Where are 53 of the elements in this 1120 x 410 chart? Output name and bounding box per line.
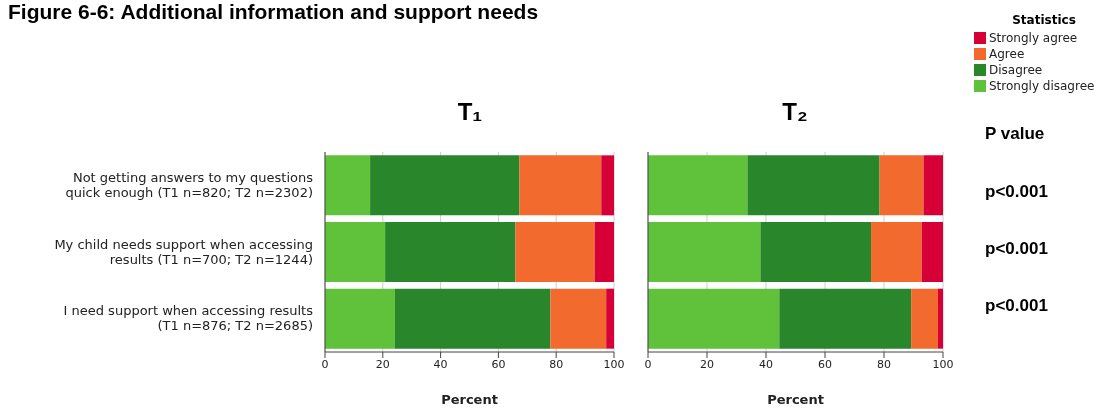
text: P value	[985, 124, 1045, 143]
y-tick-label: Not getting answers to my questions quick enough (T1 n=820; T2 n=2302)	[65, 169, 314, 200]
bar	[601, 155, 614, 216]
x-tick-label: 60	[491, 357, 506, 371]
bar	[550, 288, 607, 349]
bar	[594, 222, 614, 282]
x-tick-label: 100	[603, 357, 625, 371]
x-axis-title: Percent	[441, 392, 498, 407]
x-axis-title: Percent	[767, 392, 824, 407]
x-tick-label: 0	[644, 357, 652, 371]
bar	[325, 288, 395, 349]
bar	[515, 222, 595, 282]
text: p<0.001	[985, 239, 1048, 258]
bar	[606, 288, 614, 349]
x-tick-label: 60	[818, 357, 832, 371]
x-tick-label: 80	[549, 357, 564, 371]
bar	[879, 155, 924, 216]
bar	[937, 288, 943, 349]
bar	[519, 155, 602, 216]
legend-title: Statistics	[1012, 13, 1076, 27]
bar	[325, 222, 386, 282]
x-tick-label: 100	[932, 357, 954, 371]
legend-label: Disagree	[989, 63, 1043, 77]
x-tick-label: 20	[700, 357, 714, 371]
bar	[747, 155, 880, 216]
bar	[923, 155, 943, 216]
bar	[385, 222, 516, 282]
bar	[370, 155, 520, 216]
y-tick-label: My child needs support when accessing results (T1 n=700; T2 n=1244)	[54, 236, 313, 266]
legend-label: Strongly disagree	[989, 79, 1095, 93]
bar	[325, 155, 371, 216]
bar	[760, 222, 872, 282]
y-tick-label: I need support when accessing results (T1 n=876; T2 n=2685)	[63, 302, 314, 333]
bar	[921, 222, 943, 282]
bar	[648, 155, 748, 216]
bar	[871, 222, 922, 282]
bar	[648, 288, 780, 349]
x-tick-label: 40	[433, 357, 448, 371]
legend-label: Strongly agree	[989, 31, 1078, 45]
bar	[779, 288, 912, 349]
text: p<0.001	[985, 296, 1048, 315]
bar	[911, 288, 938, 349]
chart-title: Figure 6-6: Additional information and support needs	[8, 0, 539, 23]
x-tick-label: 80	[877, 357, 891, 371]
bar	[394, 288, 551, 349]
x-tick-label: 20	[375, 357, 390, 371]
chart-title: T₂	[782, 98, 808, 125]
chart-subtitle: T₁	[457, 98, 483, 125]
x-tick-label: 0	[321, 357, 329, 371]
text: p<0.001	[985, 182, 1048, 201]
bar	[648, 222, 761, 282]
x-tick-label: 40	[759, 357, 773, 371]
legend-label: Agree	[989, 47, 1025, 61]
